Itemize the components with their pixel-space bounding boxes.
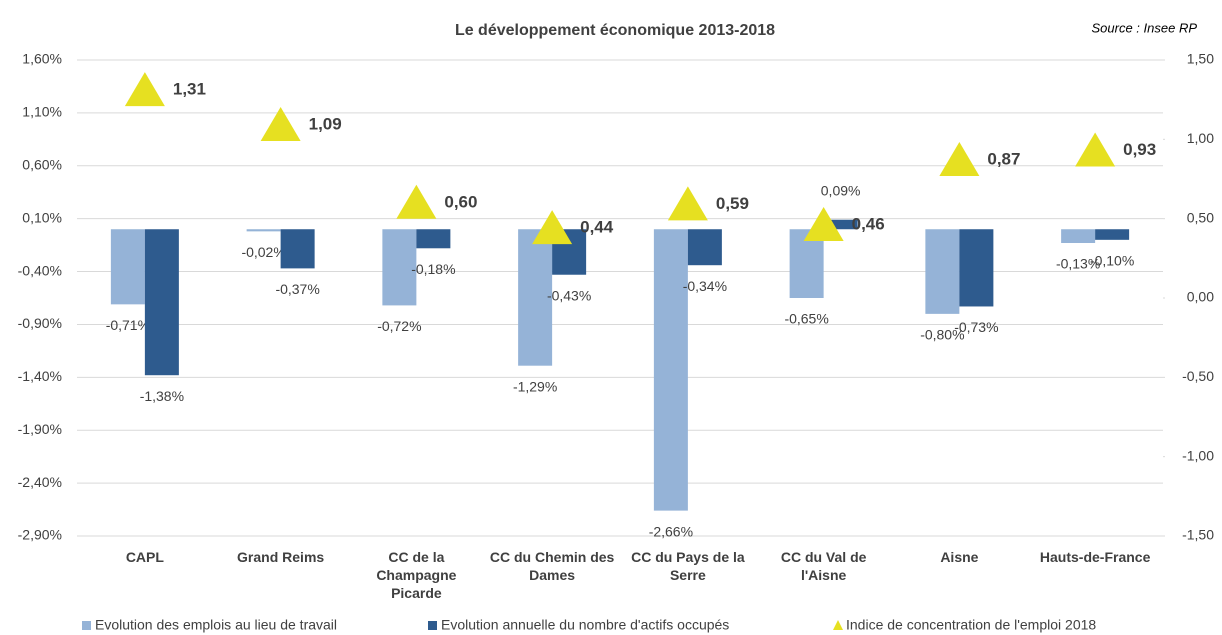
data-label: -0,71% xyxy=(106,317,150,333)
data-label: -0,43% xyxy=(547,287,591,303)
x-tick-label: CC du Pays de la Serre xyxy=(631,549,745,583)
bar xyxy=(687,229,722,266)
y-tick-label: 0,60% xyxy=(22,156,62,172)
bar xyxy=(653,229,688,511)
y-tick-label: -2,90% xyxy=(18,527,62,543)
y-tick-label: -1,40% xyxy=(18,368,62,384)
legend-swatch xyxy=(428,621,437,630)
bar xyxy=(110,229,145,305)
data-label: -0,02% xyxy=(241,244,285,260)
data-label: -0,10% xyxy=(1090,253,1134,269)
data-label: -0,37% xyxy=(275,281,319,297)
data-label: -0,72% xyxy=(377,318,421,334)
y-tick-label: 1,10% xyxy=(22,104,62,120)
triangle-marker xyxy=(803,207,844,242)
data-label: 0,09% xyxy=(821,182,861,198)
data-label: 1,31 xyxy=(173,80,206,99)
triangle-marker xyxy=(1075,132,1116,167)
data-label: 0,46 xyxy=(852,214,885,233)
data-label: -0,65% xyxy=(784,311,828,327)
data-label: -0,34% xyxy=(683,278,727,294)
data-label: 0,60 xyxy=(444,192,477,211)
triangle-marker xyxy=(396,184,437,219)
y-tick-label: 1,60% xyxy=(22,51,62,67)
bar xyxy=(518,229,553,366)
y2-tick-label: 1,00 xyxy=(1187,130,1214,146)
x-tick-label: Hauts-de-France xyxy=(1039,549,1151,565)
bar xyxy=(823,219,858,230)
source: Source : Insee RP xyxy=(1092,20,1198,35)
x-tick-label: CC de la Champagne Picarde xyxy=(376,549,457,601)
legend-label: Evolution des emplois au lieu de travail xyxy=(95,617,337,633)
bar xyxy=(144,229,179,376)
x-tick-label-box: Grand Reims xyxy=(237,549,325,565)
x-tick-label-box: CC du Chemin des Dames xyxy=(489,549,615,583)
data-label: -0,73% xyxy=(954,319,998,335)
bar xyxy=(1061,229,1096,243)
y2-tick-label: 0,50 xyxy=(1187,209,1214,225)
triangle-marker xyxy=(124,72,165,107)
legend-label: Indice de concentration de l'emploi 2018 xyxy=(846,617,1096,633)
x-tick-label-box: Hauts-de-France xyxy=(1039,549,1151,565)
y2-tick-label: -1,00 xyxy=(1182,447,1214,463)
y2-tick-label: 1,50 xyxy=(1187,51,1214,67)
y2-tick-label: -0,50 xyxy=(1182,368,1214,384)
y-tick-label: -1,90% xyxy=(18,421,62,437)
legend-swatch xyxy=(833,620,843,630)
x-tick-label-box: CC du Val de l'Aisne xyxy=(780,549,867,583)
bar xyxy=(280,229,315,269)
triangle-marker xyxy=(939,141,980,176)
bar xyxy=(246,229,281,232)
bar xyxy=(959,229,994,307)
x-tick-label: CC du Val de l'Aisne xyxy=(780,549,867,583)
legend-label: Evolution annuelle du nombre d'actifs oc… xyxy=(441,617,729,633)
y-tick-label: -2,40% xyxy=(18,474,62,490)
y2-tick-label: -1,50 xyxy=(1182,527,1214,543)
legend-swatch xyxy=(82,621,91,630)
x-tick-label-box: CC du Pays de la Serre xyxy=(631,549,745,583)
bar xyxy=(925,229,960,314)
bar xyxy=(416,229,451,249)
triangle-marker xyxy=(667,186,708,221)
data-label: -0,80% xyxy=(920,327,964,343)
data-label: 0,87 xyxy=(987,149,1020,168)
x-tick-label: CC du Chemin des Dames xyxy=(489,549,615,583)
data-label: -2,66% xyxy=(649,523,693,539)
y-tick-label: -0,40% xyxy=(18,262,62,278)
chart-title: Le développement économique 2013-2018 xyxy=(455,22,775,39)
y2-tick-label: 0,00 xyxy=(1187,289,1214,305)
x-tick-label-box: Aisne xyxy=(940,549,979,565)
data-label: -1,38% xyxy=(140,388,184,404)
x-tick-label-box: CAPL xyxy=(125,549,164,565)
x-tick-label: Grand Reims xyxy=(237,549,325,565)
data-label: 0,93 xyxy=(1123,140,1156,159)
data-label: 0,44 xyxy=(580,218,614,237)
triangle-marker xyxy=(532,210,573,245)
x-tick-label: Aisne xyxy=(940,549,979,565)
y-tick-label: -0,90% xyxy=(18,315,62,331)
data-label: 1,09 xyxy=(309,115,342,134)
triangle-marker xyxy=(260,107,301,142)
data-label: -0,13% xyxy=(1056,256,1100,272)
data-label: -0,18% xyxy=(411,261,455,277)
bar xyxy=(382,229,417,306)
y-tick-label: 0,10% xyxy=(22,209,62,225)
x-tick-label: CAPL xyxy=(125,549,164,565)
x-tick-label-box: CC de la Champagne Picarde xyxy=(376,549,457,601)
bar xyxy=(1095,229,1130,240)
data-label: -1,29% xyxy=(513,378,557,394)
data-label: 0,59 xyxy=(716,194,749,213)
